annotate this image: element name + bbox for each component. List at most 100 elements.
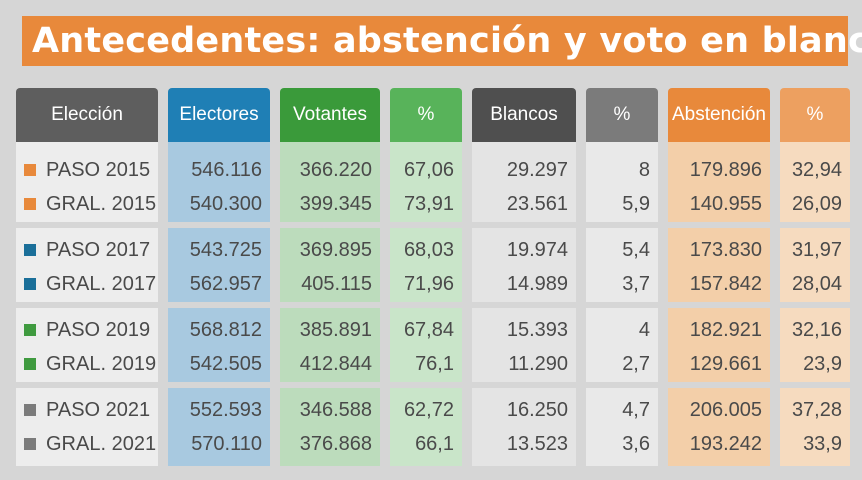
table-row: GRAL. 2017 562.957 405.115 71,96 14.989 3,7 15… <box>0 267 862 301</box>
cell-abstencion: 193.242 <box>689 433 762 455</box>
cell-electores: 542.505 <box>189 353 262 375</box>
table-title: Antecedentes: abstención y voto en blanc… <box>22 16 862 66</box>
cell-pct-blancos: 5,9 <box>622 193 650 215</box>
cell-eleccion: PASO 2019 <box>16 313 158 347</box>
series-marker-icon <box>24 438 36 450</box>
header-blancos: Blancos <box>472 88 576 142</box>
cell-eleccion: GRAL. 2021 <box>16 427 158 461</box>
cell-pct-abstencion: 31,97 <box>791 239 842 261</box>
header-votantes: Votantes <box>280 88 380 142</box>
table-row: PASO 2021 552.593 346.588 62,72 16.250 4,7 206… <box>0 393 862 427</box>
cell-pct-votantes: 76,1 <box>415 353 454 375</box>
group-separator <box>0 382 862 388</box>
cell-electores: 543.725 <box>189 239 262 261</box>
cell-electores: 562.957 <box>189 273 262 295</box>
eleccion-label: GRAL. 2017 <box>46 273 157 295</box>
cell-electores: 546.116 <box>191 159 262 181</box>
cell-abstencion: 140.955 <box>689 193 762 215</box>
eleccion-label: PASO 2015 <box>46 159 151 181</box>
table-row: PASO 2017 543.725 369.895 68,03 19.974 5,4 173… <box>0 233 862 267</box>
cell-abstencion: 182.921 <box>689 319 762 341</box>
series-marker-icon <box>24 244 36 256</box>
eleccion-label: PASO 2017 <box>46 239 151 261</box>
cell-votantes: 385.891 <box>299 319 372 341</box>
cell-pct-abstencion: 33,9 <box>803 433 842 455</box>
cell-pct-abstencion: 28,04 <box>791 273 842 295</box>
series-marker-icon <box>24 324 36 336</box>
cell-pct-abstencion: 26,09 <box>791 193 842 215</box>
cell-pct-votantes: 73,91 <box>403 193 454 215</box>
cell-pct-votantes: 67,84 <box>403 319 454 341</box>
cell-eleccion: GRAL. 2019 <box>16 347 158 381</box>
cell-abstencion: 206.005 <box>689 399 762 421</box>
header-electores: Electores <box>168 88 270 142</box>
cell-pct-blancos: 3,6 <box>622 433 650 455</box>
cell-pct-votantes: 68,03 <box>403 239 454 261</box>
series-marker-icon <box>24 358 36 370</box>
cell-pct-abstencion: 23,9 <box>803 353 842 375</box>
cell-pct-blancos: 4,7 <box>622 399 650 421</box>
cell-eleccion: PASO 2017 <box>16 233 158 267</box>
header-abstencion: Abstención <box>668 88 770 142</box>
table-row: GRAL. 2015 540.300 399.345 73,91 23.561 5,9 14… <box>0 187 862 221</box>
table-row: GRAL. 2021 570.110 376.868 66,1 13.523 3,6 193… <box>0 427 862 461</box>
eleccion-label: GRAL. 2021 <box>46 433 157 455</box>
cell-pct-abstencion: 32,94 <box>791 159 842 181</box>
eleccion-label: PASO 2019 <box>46 319 151 341</box>
cell-eleccion: GRAL. 2015 <box>16 187 158 221</box>
cell-blancos: 29.297 <box>506 159 568 181</box>
cell-blancos: 23.561 <box>506 193 568 215</box>
cell-pct-blancos: 4 <box>638 319 650 341</box>
cell-eleccion: GRAL. 2017 <box>16 267 158 301</box>
table-row: PASO 2015 546.116 366.220 67,06 29.297 8 179.8… <box>0 153 862 187</box>
cell-blancos: 11.290 <box>508 353 568 375</box>
cell-pct-blancos: 2,7 <box>622 353 650 375</box>
cell-pct-votantes: 71,96 <box>403 273 454 295</box>
cell-eleccion: PASO 2021 <box>16 393 158 427</box>
header-pct-blancos: % <box>586 88 658 142</box>
cell-pct-abstencion: 32,16 <box>791 319 842 341</box>
eleccion-label: GRAL. 2015 <box>46 193 157 215</box>
cell-electores: 570.110 <box>191 433 262 455</box>
series-marker-icon <box>24 278 36 290</box>
cell-pct-votantes: 66,1 <box>415 433 454 455</box>
header-pct-votantes: % <box>390 88 462 142</box>
cell-pct-blancos: 8 <box>638 159 650 181</box>
cell-pct-votantes: 67,06 <box>403 159 454 181</box>
table-row: PASO 2019 568.812 385.891 67,84 15.393 4 182.9… <box>0 313 862 347</box>
eleccion-label: GRAL. 2019 <box>46 353 157 375</box>
cell-eleccion: PASO 2015 <box>16 153 158 187</box>
cell-votantes: 405.115 <box>301 273 372 295</box>
cell-pct-blancos: 5,4 <box>622 239 650 261</box>
cell-votantes: 346.588 <box>299 399 372 421</box>
series-marker-icon <box>24 198 36 210</box>
cell-votantes: 399.345 <box>299 193 372 215</box>
group-separator <box>0 222 862 228</box>
eleccion-label: PASO 2021 <box>46 399 151 421</box>
table-header: Elección Electores Votantes % Blancos % … <box>0 88 862 142</box>
header-pct-abstencion: % <box>780 88 850 142</box>
cell-abstencion: 179.896 <box>689 159 762 181</box>
cell-votantes: 376.868 <box>299 433 372 455</box>
cell-electores: 540.300 <box>189 193 262 215</box>
cell-blancos: 15.393 <box>506 319 568 341</box>
cell-blancos: 16.250 <box>506 399 568 421</box>
cell-electores: 552.593 <box>189 399 262 421</box>
cell-blancos: 14.989 <box>506 273 568 295</box>
cell-votantes: 412.844 <box>299 353 372 375</box>
series-marker-icon <box>24 164 36 176</box>
cell-electores: 568.812 <box>189 319 262 341</box>
cell-pct-blancos: 3,7 <box>622 273 650 295</box>
table-row: GRAL. 2019 542.505 412.844 76,1 11.290 2,7 129… <box>0 347 862 381</box>
group-separator <box>0 302 862 308</box>
cell-abstencion: 157.842 <box>689 273 762 295</box>
cell-pct-votantes: 62,72 <box>403 399 454 421</box>
series-marker-icon <box>24 404 36 416</box>
cell-votantes: 366.220 <box>299 159 372 181</box>
header-eleccion: Elección <box>16 88 158 142</box>
cell-blancos: 19.974 <box>506 239 568 261</box>
cell-abstencion: 129.661 <box>689 353 762 375</box>
cell-abstencion: 173.830 <box>689 239 762 261</box>
cell-blancos: 13.523 <box>506 433 568 455</box>
cell-pct-abstencion: 37,28 <box>791 399 842 421</box>
